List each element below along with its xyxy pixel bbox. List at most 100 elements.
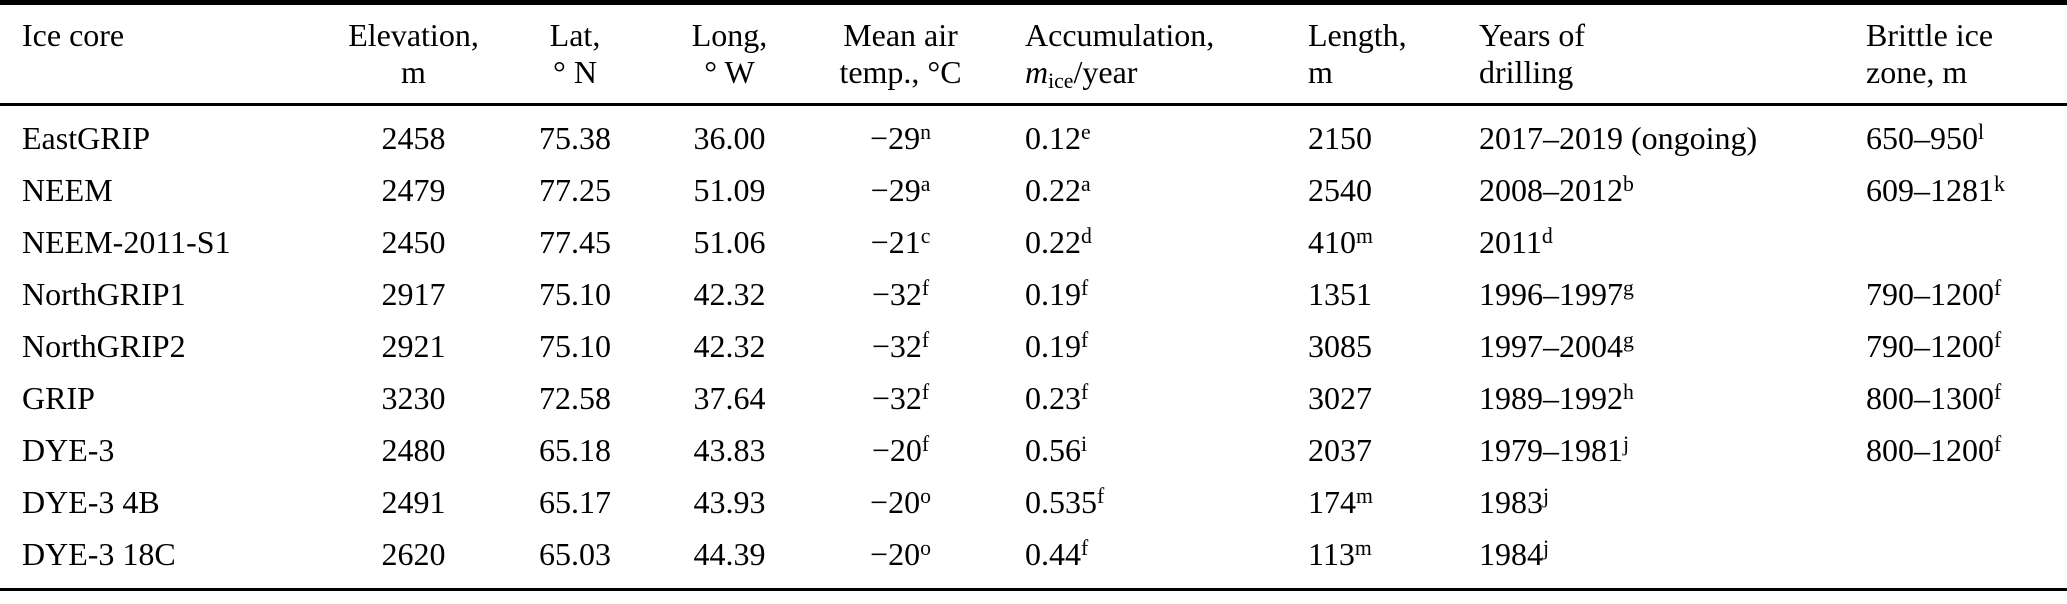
cell-long: 43.83 [693, 432, 766, 468]
cell-long: 43.93 [693, 484, 766, 520]
cell-mean_air_temp: −20o [870, 536, 931, 572]
cell-ice_core: GRIP [22, 380, 95, 416]
cell-years_of_drilling: 2008–2012b [1479, 172, 1634, 208]
cell-brittle_ice_zone: 609–1281k [1866, 172, 2005, 208]
table-row: DYE-3 2480 65.18 43.83 −20f 0.56i 2037 1979–198… [0, 424, 2067, 476]
cell-length: 3027 [1308, 380, 1372, 416]
column-header-line: Length, [1308, 17, 1407, 53]
table-row: NorthGRIP2 2921 75.10 42.32 −32f 0.19f 3085 199… [0, 320, 2067, 372]
cell-accumulation: 0.23f [1025, 380, 1089, 416]
cell-brittle_ice_zone: 790–1200f [1866, 328, 2002, 364]
cell-mean_air_temp: −32f [871, 328, 930, 364]
column-header-line: ° W [704, 54, 755, 90]
cell-mean_air_temp: −21c [870, 224, 931, 260]
cell-ice_core: EastGRIP [22, 120, 150, 156]
cell-accumulation: 0.12e [1025, 120, 1091, 156]
column-header-length: Length, m [1285, 3, 1455, 105]
column-header-elevation: Elevation, m [330, 3, 497, 105]
cell-elevation: 2491 [381, 484, 446, 520]
column-header-line: drilling [1479, 54, 1574, 90]
cell-years_of_drilling: 1983j [1479, 484, 1550, 520]
cell-years_of_drilling: 2017–2019 (ongoing) [1479, 120, 1758, 156]
cell-accumulation: 0.22d [1025, 224, 1092, 260]
cell-long: 51.09 [693, 172, 766, 208]
table-header-row: Ice core Elevation, m Lat, ° N Long, ° W Mean a… [0, 3, 2067, 105]
cell-long: 51.06 [693, 224, 766, 260]
cell-lat: 72.58 [539, 380, 611, 416]
cell-long: 36.00 [693, 120, 766, 156]
cell-ice_core: NorthGRIP2 [22, 328, 186, 364]
cell-mean_air_temp: −20f [871, 432, 930, 468]
cell-years_of_drilling: 1997–2004g [1479, 328, 1634, 364]
column-header-line: Mean air [843, 17, 958, 53]
cell-mean_air_temp: −20o [870, 484, 931, 520]
cell-elevation: 2458 [381, 120, 446, 156]
cell-brittle_ice_zone [1840, 476, 2067, 528]
cell-ice_core: DYE-3 18C [22, 536, 176, 572]
cell-mean_air_temp: −32f [871, 380, 930, 416]
cell-accumulation: 0.19f [1025, 276, 1089, 312]
cell-years_of_drilling: 2011d [1479, 224, 1553, 260]
column-header-brittle_ice_zone: Brittle ice zone, m [1840, 3, 2067, 105]
cell-elevation: 2479 [381, 172, 446, 208]
cell-brittle_ice_zone: 800–1200f [1866, 432, 2002, 468]
cell-ice_core: NEEM [22, 172, 113, 208]
cell-years_of_drilling: 1989–1992h [1479, 380, 1634, 416]
cell-elevation: 2450 [381, 224, 446, 260]
table-row: DYE-3 4B 2491 65.17 43.93 −20o 0.535f 174m 1983… [0, 476, 2067, 528]
cell-ice_core: DYE-3 4B [22, 484, 160, 520]
column-header-line: Long, [691, 17, 768, 53]
cell-lat: 75.38 [539, 120, 611, 156]
column-header-line: temp., °C [839, 54, 962, 90]
cell-years_of_drilling: 1996–1997g [1479, 276, 1634, 312]
column-header-line: mice/year [1025, 54, 1138, 93]
cell-length: 3085 [1308, 328, 1372, 364]
cell-elevation: 2620 [381, 536, 446, 572]
cell-ice_core: DYE-3 [22, 432, 115, 468]
cell-accumulation: 0.535f [1025, 484, 1105, 520]
table-row: NEEM-2011-S1 2450 77.45 51.06 −21c 0.22d 410m 2… [0, 216, 2067, 268]
cell-brittle_ice_zone [1840, 216, 2067, 268]
cell-long: 42.32 [693, 328, 766, 364]
table-row: NorthGRIP1 2917 75.10 42.32 −32f 0.19f 1351 199… [0, 268, 2067, 320]
cell-brittle_ice_zone: 650–950l [1866, 120, 1985, 156]
cell-long: 37.64 [693, 380, 766, 416]
table-row: NEEM 2479 77.25 51.09 −29a 0.22a 2540 2008–2012… [0, 164, 2067, 216]
cell-mean_air_temp: −32f [871, 276, 930, 312]
column-header-line: Accumulation, [1025, 17, 1215, 53]
cell-lat: 65.03 [539, 536, 611, 572]
cell-length: 2540 [1308, 172, 1372, 208]
column-header-line: Elevation, [348, 17, 479, 53]
cell-accumulation: 0.22a [1025, 172, 1091, 208]
cell-lat: 75.10 [539, 328, 611, 364]
table-body: EastGRIP 2458 75.38 36.00 −29n 0.12e 2150 2017–… [0, 105, 2067, 590]
column-header-long: Long, ° W [653, 3, 806, 105]
cell-elevation: 2921 [381, 328, 446, 364]
cell-brittle_ice_zone: 800–1300f [1866, 380, 2002, 416]
cell-lat: 77.25 [539, 172, 611, 208]
column-header-line: ° N [553, 54, 597, 90]
cell-elevation: 2917 [381, 276, 446, 312]
column-header-ice_core: Ice core [0, 3, 330, 105]
cell-lat: 77.45 [539, 224, 611, 260]
table-row: EastGRIP 2458 75.38 36.00 −29n 0.12e 2150 2017–… [0, 105, 2067, 165]
column-header-line: m [401, 54, 426, 90]
cell-length: 1351 [1308, 276, 1372, 312]
cell-years_of_drilling: 1979–1981j [1479, 432, 1630, 468]
column-header-line: Brittle ice [1866, 17, 1994, 53]
cell-lat: 75.10 [539, 276, 611, 312]
cell-years_of_drilling: 1984j [1479, 536, 1550, 572]
cell-length: 2150 [1308, 120, 1372, 156]
cell-lat: 65.18 [539, 432, 611, 468]
cell-mean_air_temp: −29a [870, 172, 931, 208]
table-header: Ice core Elevation, m Lat, ° N Long, ° W Mean a… [0, 3, 2067, 105]
cell-elevation: 2480 [381, 432, 446, 468]
column-header-line: Lat, [549, 17, 601, 53]
cell-length: 174m [1308, 484, 1373, 520]
table-row: GRIP 3230 72.58 37.64 −32f 0.23f 3027 1989–1992… [0, 372, 2067, 424]
cell-accumulation: 0.44f [1025, 536, 1089, 572]
cell-elevation: 3230 [381, 380, 446, 416]
cell-accumulation: 0.19f [1025, 328, 1089, 364]
cell-length: 410m [1308, 224, 1373, 260]
